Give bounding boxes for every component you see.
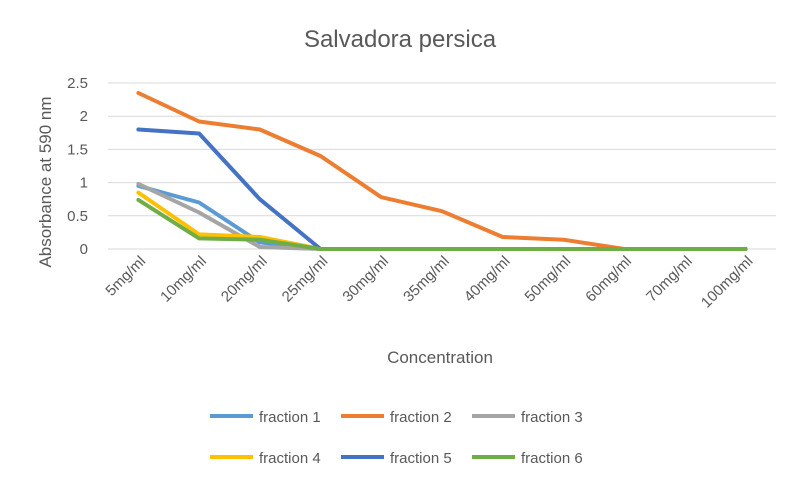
legend-label-2: fraction 2 [390, 409, 452, 426]
x-tick-label: 70mg/ml [643, 253, 696, 306]
legend-label-1: fraction 1 [259, 409, 321, 426]
y-axis-ticks: 0 0.5 1 1.5 2 2.5 [67, 75, 88, 258]
legend: fraction 1 fraction 2 fraction 3 fraction 4… [210, 409, 583, 467]
y-tick-label: 1 [80, 175, 88, 192]
x-tick-label: 20mg/ml [218, 253, 271, 306]
gridlines [108, 82, 776, 250]
legend-label-6: fraction 6 [521, 450, 583, 467]
chart-title: Salvadora persica [304, 26, 497, 53]
x-tick-label: 25mg/ml [279, 253, 332, 306]
x-tick-label: 40mg/ml [461, 253, 514, 306]
x-tick-label: 50mg/ml [522, 253, 575, 306]
y-tick-label: 0.5 [67, 208, 88, 225]
series-line-6 [136, 197, 748, 251]
x-tick-label: 100mg/ml [698, 253, 757, 312]
y-tick-label: 2.5 [67, 75, 88, 92]
legend-label-5: fraction 5 [390, 450, 452, 467]
legend-label-3: fraction 3 [521, 409, 583, 426]
x-tick-label: 60mg/ml [582, 253, 635, 306]
y-tick-label: 2 [80, 108, 88, 125]
y-axis-title: Absorbance at 590 nm [36, 96, 55, 267]
legend-label-4: fraction 4 [259, 450, 321, 467]
x-axis-ticks: 5mg/ml 10mg/ml 20mg/ml 25mg/ml 30mg/ml 35mg/m… [102, 253, 756, 312]
y-tick-label: 0 [80, 241, 88, 258]
x-axis-title: Concentration [387, 348, 493, 367]
y-tick-label: 1.5 [67, 141, 88, 158]
x-tick-label: 35mg/ml [400, 253, 453, 306]
series-lines [136, 91, 748, 251]
x-tick-label: 5mg/ml [102, 253, 149, 300]
x-tick-label: 10mg/ml [157, 253, 210, 306]
x-tick-label: 30mg/ml [339, 253, 392, 306]
